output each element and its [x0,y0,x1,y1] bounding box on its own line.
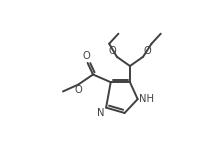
Text: O: O [83,51,91,61]
Text: O: O [144,46,152,56]
Text: NH: NH [139,94,154,104]
Text: N: N [97,108,104,118]
Text: O: O [74,85,82,95]
Text: O: O [108,46,116,56]
